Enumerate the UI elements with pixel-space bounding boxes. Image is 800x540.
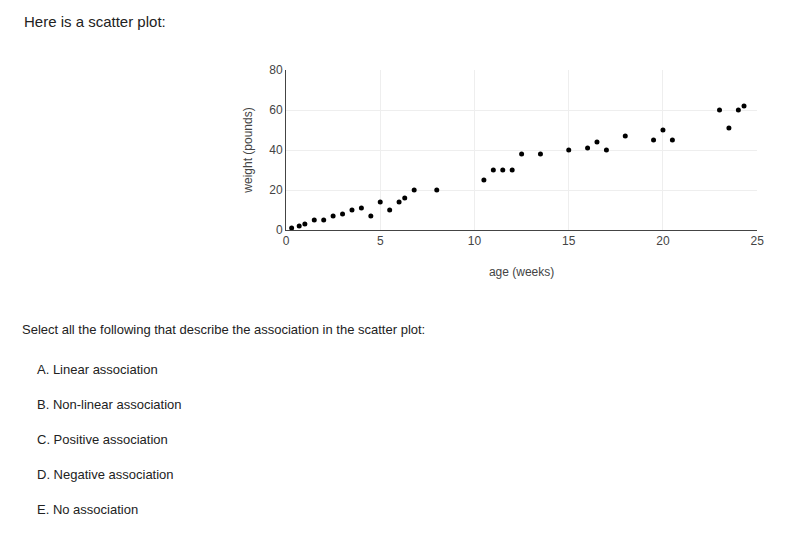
svg-text:age (weeks): age (weeks) — [489, 265, 554, 279]
svg-text:D. Negative association: D. Negative association — [37, 467, 174, 482]
svg-text:5: 5 — [377, 234, 384, 248]
svg-text:10: 10 — [468, 234, 482, 248]
svg-text:60: 60 — [269, 103, 283, 117]
svg-text:A. Linear association: A. Linear association — [37, 362, 158, 377]
svg-text:25: 25 — [751, 234, 765, 248]
svg-text:0: 0 — [283, 234, 290, 248]
svg-text:80: 80 — [269, 63, 283, 77]
svg-text:15: 15 — [562, 234, 576, 248]
svg-text:Select all the following that: Select all the following that describe t… — [22, 322, 425, 337]
svg-text:20: 20 — [656, 234, 670, 248]
svg-text:40: 40 — [269, 143, 283, 157]
svg-text:0: 0 — [276, 223, 283, 237]
svg-text:weight (pounds): weight (pounds) — [241, 107, 255, 193]
svg-text:B. Non-linear association: B. Non-linear association — [37, 397, 182, 412]
svg-text:C. Positive association: C. Positive association — [37, 432, 168, 447]
svg-text:E. No association: E. No association — [37, 502, 138, 517]
svg-text:Here is a scatter plot:: Here is a scatter plot: — [24, 13, 166, 30]
svg-text:20: 20 — [269, 183, 283, 197]
